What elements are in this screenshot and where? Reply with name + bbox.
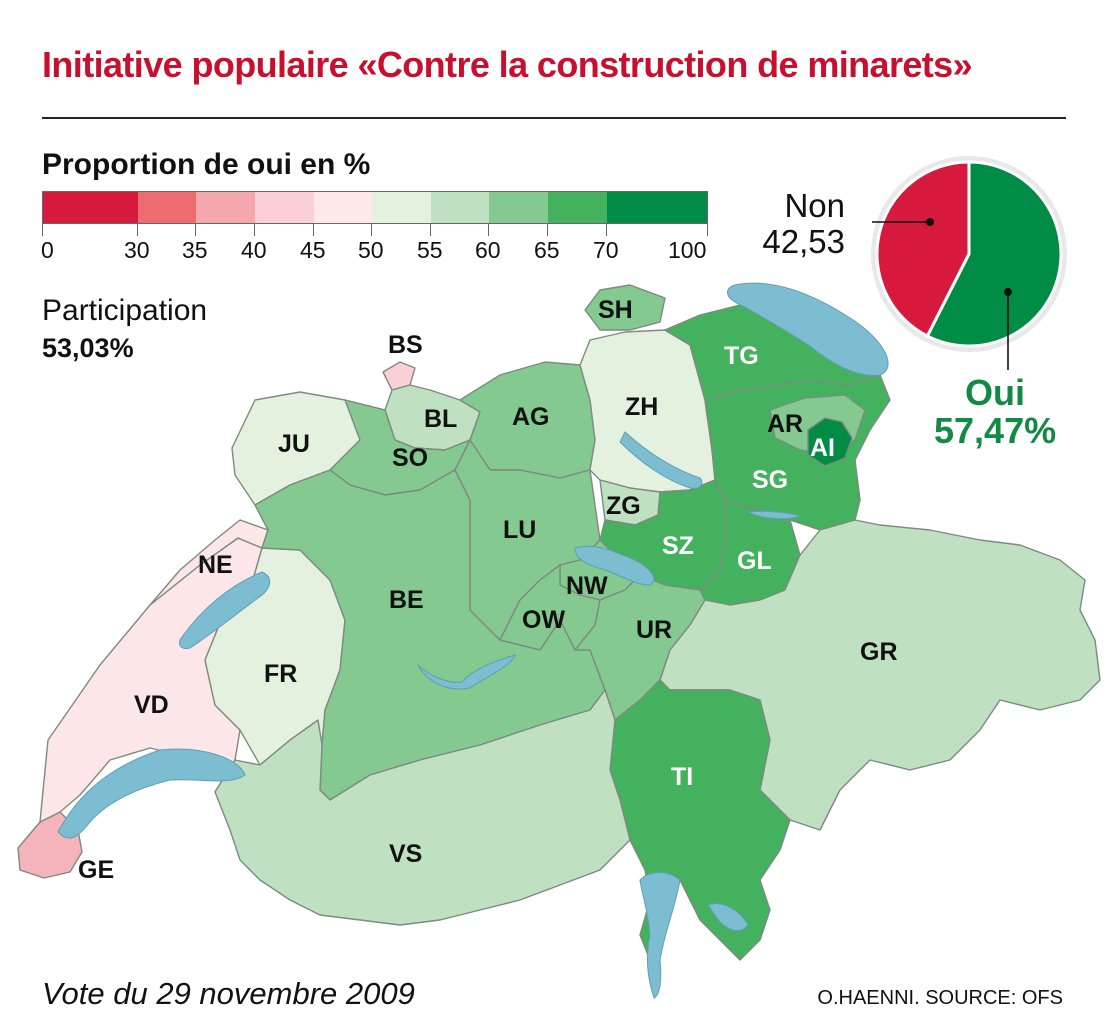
legend-tick-label: 30: [124, 237, 150, 263]
pie-slice-non: [875, 160, 971, 339]
vote-date: Vote du 29 novembre 2009: [42, 976, 415, 1011]
legend-title: Proportion de oui en %: [42, 148, 371, 181]
legend-tick-label: 55: [417, 237, 443, 263]
canton-label-GL: GL: [737, 547, 772, 575]
source-credit: O.HAENNI. SOURCE: OFS: [817, 987, 1063, 1009]
legend-tick: [606, 224, 607, 236]
canton-VS: [214, 689, 631, 926]
canton-BS: [382, 361, 416, 391]
participation-value: 53,03%: [42, 333, 134, 363]
non-label: Non: [784, 187, 845, 224]
legend-swatch-60-65: [489, 192, 548, 223]
lake-maggiore: [639, 872, 681, 999]
canton-label-JU: JU: [278, 430, 310, 458]
legend-tick: [488, 224, 489, 236]
canton-label-TG: TG: [724, 342, 759, 370]
canton-label-SO: SO: [392, 444, 428, 472]
legend-tick-label: 65: [534, 237, 560, 263]
lake-constance: [727, 282, 889, 376]
legend-tick-label: 0: [41, 237, 54, 263]
legend-swatch-35-40: [196, 192, 255, 223]
non-result: Non 42,53: [762, 188, 845, 260]
legend-tick-label: 60: [475, 237, 501, 263]
title-rule: [42, 117, 1066, 119]
lake-geneva: [57, 748, 246, 839]
legend-swatch-40-45: [255, 192, 314, 223]
lake-walen: [746, 510, 802, 520]
participation-label: Participation: [42, 294, 208, 327]
oui-result: Oui 57,47%: [934, 374, 1056, 450]
legend-tick-label: 45: [300, 237, 326, 263]
legend-tick: [707, 224, 708, 236]
legend-swatch-45-50: [314, 192, 372, 223]
non-value: 42,53: [762, 223, 845, 260]
canton-label-NE: NE: [198, 551, 233, 579]
canton-label-UR: UR: [636, 616, 672, 644]
legend-swatch-55-60: [431, 192, 489, 223]
non-leader-dot: [926, 218, 934, 226]
canton-label-ZH: ZH: [625, 393, 658, 421]
lake-neuchatel: [179, 571, 271, 649]
legend-tick: [547, 224, 548, 236]
canton-label-VS: VS: [389, 840, 422, 868]
canton-label-SH: SH: [598, 296, 633, 324]
legend-color-scale: [42, 191, 708, 224]
legend-swatch-65-70: [548, 192, 607, 223]
canton-label-AR: AR: [767, 410, 803, 438]
canton-label-NW: NW: [566, 572, 608, 600]
legend-tick: [137, 224, 138, 236]
legend-tick: [371, 224, 372, 236]
legend-tick-label: 70: [593, 237, 619, 263]
canton-SH: [584, 284, 666, 331]
legend-tick: [42, 224, 43, 236]
lake-zurich: [619, 431, 703, 489]
canton-label-AI: AI: [810, 434, 835, 462]
canton-label-SZ: SZ: [662, 532, 694, 560]
legend-tick-label: 40: [241, 237, 267, 263]
canton-label-GE: GE: [78, 856, 114, 884]
canton-label-TI: TI: [671, 763, 693, 791]
legend-tick: [254, 224, 255, 236]
canton-label-BL: BL: [424, 405, 457, 433]
oui-leader-dot: [1004, 288, 1012, 296]
lake-lucerne: [574, 545, 655, 586]
legend-tick-label: 100: [668, 237, 707, 263]
lake-thun-brienz: [417, 654, 516, 690]
map-title: Initiative populaire «Contre la construc…: [42, 44, 973, 85]
oui-value: 57,47%: [934, 410, 1057, 451]
legend-tick-label: 35: [182, 237, 208, 263]
canton-label-OW: OW: [522, 606, 565, 634]
canton-label-AG: AG: [512, 403, 550, 431]
legend-swatch-0-30: [43, 192, 138, 223]
legend-swatch-50-55: [372, 192, 431, 223]
legend-swatch-30-35: [138, 192, 196, 223]
canton-label-BS: BS: [388, 331, 423, 359]
canton-label-LU: LU: [503, 516, 536, 544]
oui-label: Oui: [965, 372, 1026, 413]
legend-tick-label: 50: [358, 237, 384, 263]
canton-label-GR: GR: [860, 638, 898, 666]
legend-tick: [195, 224, 196, 236]
canton-label-BE: BE: [389, 586, 424, 614]
canton-label-ZG: ZG: [606, 492, 641, 520]
canton-label-VD: VD: [134, 691, 169, 719]
legend-tick: [313, 224, 314, 236]
result-pie-chart: [871, 156, 1067, 370]
canton-label-SG: SG: [752, 466, 788, 494]
canton-TI: [609, 679, 791, 961]
canton-AI: [807, 417, 853, 467]
pie-slice-oui: [925, 160, 1063, 348]
lake-lugano: [707, 903, 749, 932]
legend-swatch-70-100: [607, 192, 707, 223]
canton-label-FR: FR: [264, 660, 297, 688]
legend-tick: [430, 224, 431, 236]
